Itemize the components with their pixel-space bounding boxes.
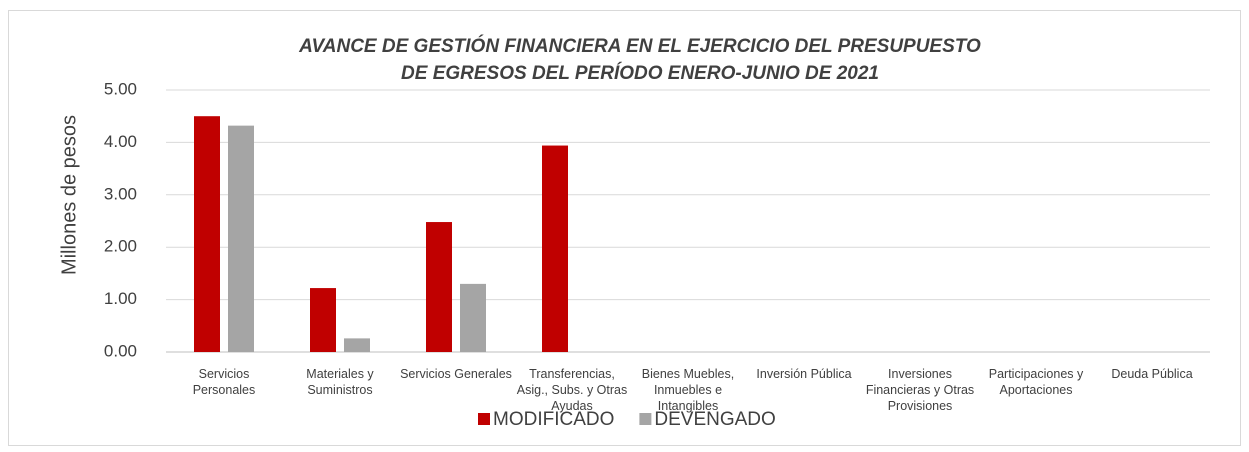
bar — [310, 288, 336, 352]
y-axis-label: Millones de pesos — [58, 115, 80, 275]
y-tick-label: 4.00 — [104, 132, 137, 151]
bar — [460, 283, 486, 352]
y-tick-label: 3.00 — [104, 184, 137, 203]
x-tick-label: Materiales y Suministros — [306, 367, 374, 397]
x-tick-label: Servicios Personales — [192, 367, 256, 397]
y-tick-label: 0.00 — [104, 341, 137, 360]
legend-label: DEVENGADO — [654, 409, 775, 430]
y-tick-label: 1.00 — [104, 289, 137, 308]
chart-subtitle: DE EGRESOS DEL PERÍODO ENERO-JUNIO DE 20… — [401, 62, 879, 84]
bar — [228, 125, 254, 353]
legend-swatch — [478, 413, 490, 425]
bar — [344, 338, 370, 352]
x-tick-label: Servicios Generales — [400, 367, 512, 381]
bar — [194, 116, 220, 352]
x-tick-label: Deuda Pública — [1111, 367, 1193, 381]
x-tick-label: Participaciones y Aportaciones — [988, 367, 1084, 397]
legend-label: MODIFICADO — [493, 409, 614, 430]
x-tick-label: Bienes Muebles, Inmuebles e Intangibles — [641, 367, 735, 413]
legend-swatch — [639, 413, 652, 425]
bar — [542, 145, 568, 352]
y-tick-label: 5.00 — [104, 79, 137, 98]
x-tick-label: Inversión Pública — [756, 367, 852, 381]
x-tick-label: Inversiones Financieras y Otras Provisio… — [865, 367, 975, 413]
y-tick-label: 2.00 — [104, 237, 137, 256]
x-tick-label: Transferencias, Asig., Subs. y Otras Ayu… — [516, 367, 628, 413]
bar — [426, 222, 452, 352]
chart-title: AVANCE DE GESTIÓN FINANCIERA EN EL EJERC… — [298, 35, 981, 57]
